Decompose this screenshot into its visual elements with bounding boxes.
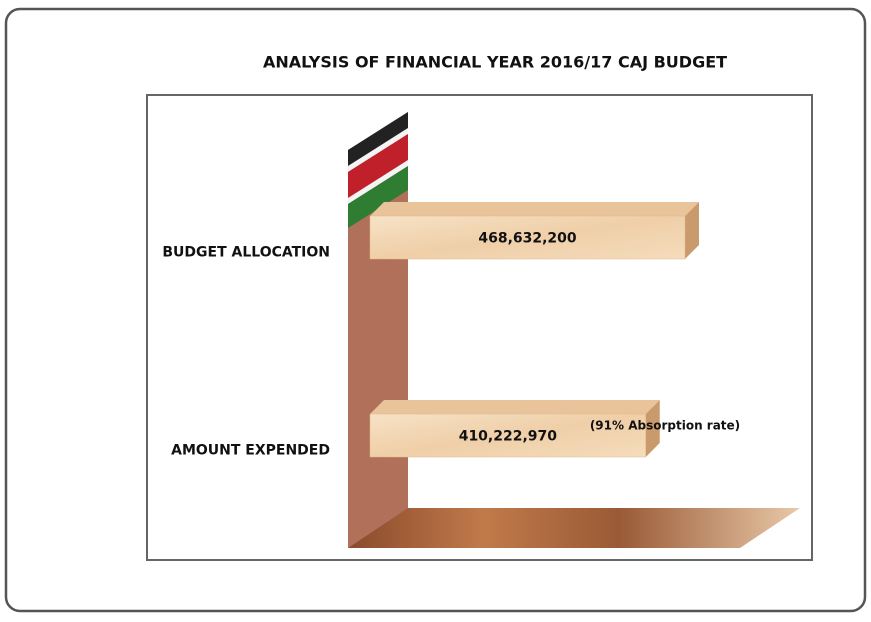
value-label: 410,222,970: [459, 429, 558, 445]
category-label: BUDGET ALLOCATION: [162, 245, 330, 261]
plot-frame: [146, 94, 813, 561]
bar-top: [370, 202, 699, 216]
bar-side: [685, 202, 699, 259]
wall: [348, 112, 408, 548]
bar-side: [645, 400, 660, 457]
category-label: AMOUNT EXPENDED: [171, 443, 330, 459]
bar-top: [370, 400, 660, 414]
chart-title: ANALYSIS OF FINANCIAL YEAR 2016/17 CAJ B…: [263, 53, 727, 72]
bar: [369, 215, 686, 260]
bar: [369, 413, 646, 458]
value-label: 468,632,200: [478, 231, 577, 247]
floor: [348, 508, 800, 548]
annotation: (91% Absorption rate): [590, 419, 740, 433]
